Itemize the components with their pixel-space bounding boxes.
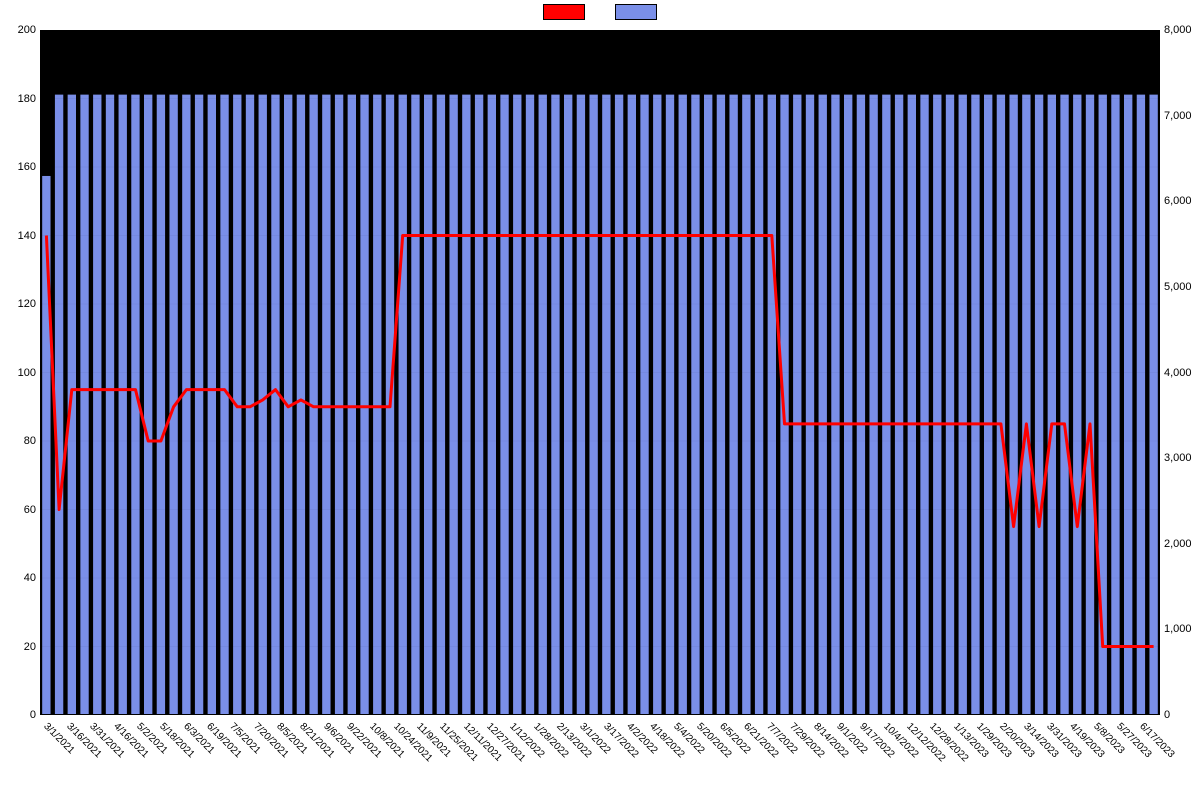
y-left-tick: 140	[6, 230, 36, 242]
y-right-tick: 1,000	[1164, 623, 1200, 635]
y-right-tick: 2,000	[1164, 538, 1200, 550]
y-left-tick: 40	[6, 572, 36, 584]
y-right-tick: 5,000	[1164, 281, 1200, 293]
chart-plot	[40, 30, 1160, 715]
y-right-tick: 0	[1164, 709, 1200, 721]
y-right-tick: 6,000	[1164, 195, 1200, 207]
y-left-tick: 80	[6, 435, 36, 447]
y-right-tick: 8,000	[1164, 24, 1200, 36]
legend-swatch-line	[543, 4, 585, 20]
legend-swatch-bar	[615, 4, 657, 20]
y-left-tick: 160	[6, 161, 36, 173]
y-left-tick: 60	[6, 504, 36, 516]
chart-container: 0 20 40 60 80 100 120 140 160 180 200 0 1,000 2,000 3…	[0, 0, 1200, 800]
y-right-tick: 4,000	[1164, 367, 1200, 379]
y-left-tick: 120	[6, 298, 36, 310]
y-left-tick: 100	[6, 367, 36, 379]
y-right-tick: 3,000	[1164, 452, 1200, 464]
y-left-tick: 0	[6, 709, 36, 721]
legend-item-bar	[615, 4, 657, 20]
y-left-tick: 180	[6, 93, 36, 105]
y-left-tick: 20	[6, 641, 36, 653]
legend-item-line	[543, 4, 585, 20]
legend	[0, 4, 1200, 20]
y-right-tick: 7,000	[1164, 110, 1200, 122]
y-left-tick: 200	[6, 24, 36, 36]
